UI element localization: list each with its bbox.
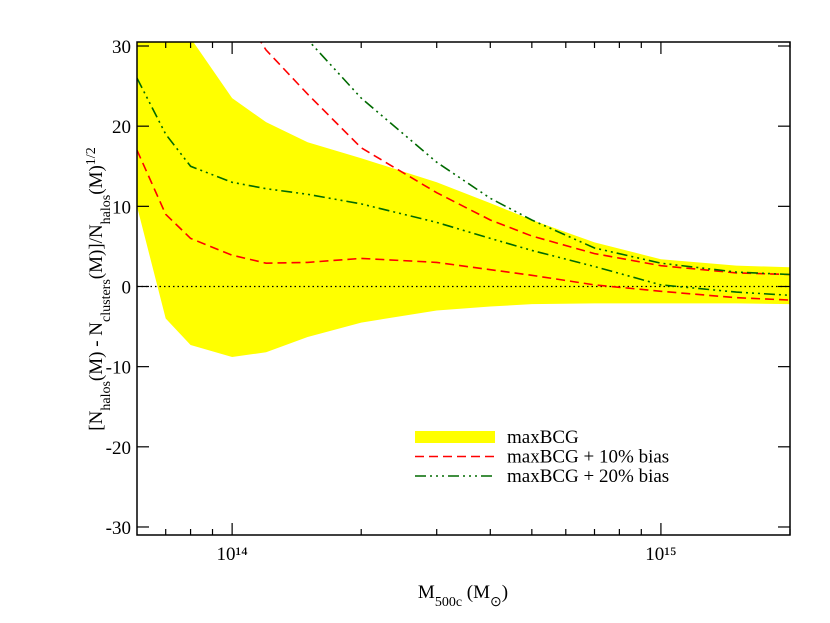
y-tick-label: -10: [106, 358, 131, 379]
band: [137, 42, 790, 358]
label-part: 500c: [435, 595, 462, 610]
y-tick-label: -30: [106, 518, 131, 539]
series-line: [308, 42, 790, 276]
x-axis-label: M500c (M⊙): [418, 582, 508, 610]
label-part: ): [502, 582, 508, 603]
legend-label: maxBCG + 20% bias: [507, 466, 669, 487]
label-part: 1/2: [84, 147, 99, 165]
y-tick-label: 0: [122, 277, 132, 298]
legend-swatch: [415, 431, 495, 443]
plot-area: [137, 42, 790, 358]
axis-frame: [136, 41, 791, 536]
label-part: (M): [86, 165, 107, 195]
label-part: (M) - N: [86, 322, 107, 381]
label-part: halos: [99, 195, 114, 225]
label-part: halos: [99, 381, 114, 411]
label-part: [N: [86, 410, 107, 430]
series-line: [137, 149, 790, 301]
x-tick-label: 10¹⁴: [216, 544, 248, 565]
y-tick-label: 10: [112, 197, 131, 218]
y-axis-label: [Nhalos(M) - Nclusters(M)]/Nhalos(M)1/2: [84, 147, 114, 430]
y-tick-label: 30: [112, 37, 131, 58]
x-tick-label: 10¹⁵: [645, 544, 676, 565]
series-line: [259, 42, 790, 276]
label-part: M: [418, 582, 435, 603]
label-part: (M)]/N: [86, 224, 107, 279]
legend-label: maxBCG + 10% bias: [507, 447, 669, 468]
label-part: clusters: [99, 279, 114, 322]
label-part: (M: [462, 582, 490, 603]
label-part: ⊙: [490, 595, 502, 610]
y-tick-label: -20: [106, 438, 131, 459]
y-tick-label: 20: [112, 117, 131, 138]
legend-label: maxBCG: [507, 427, 579, 448]
